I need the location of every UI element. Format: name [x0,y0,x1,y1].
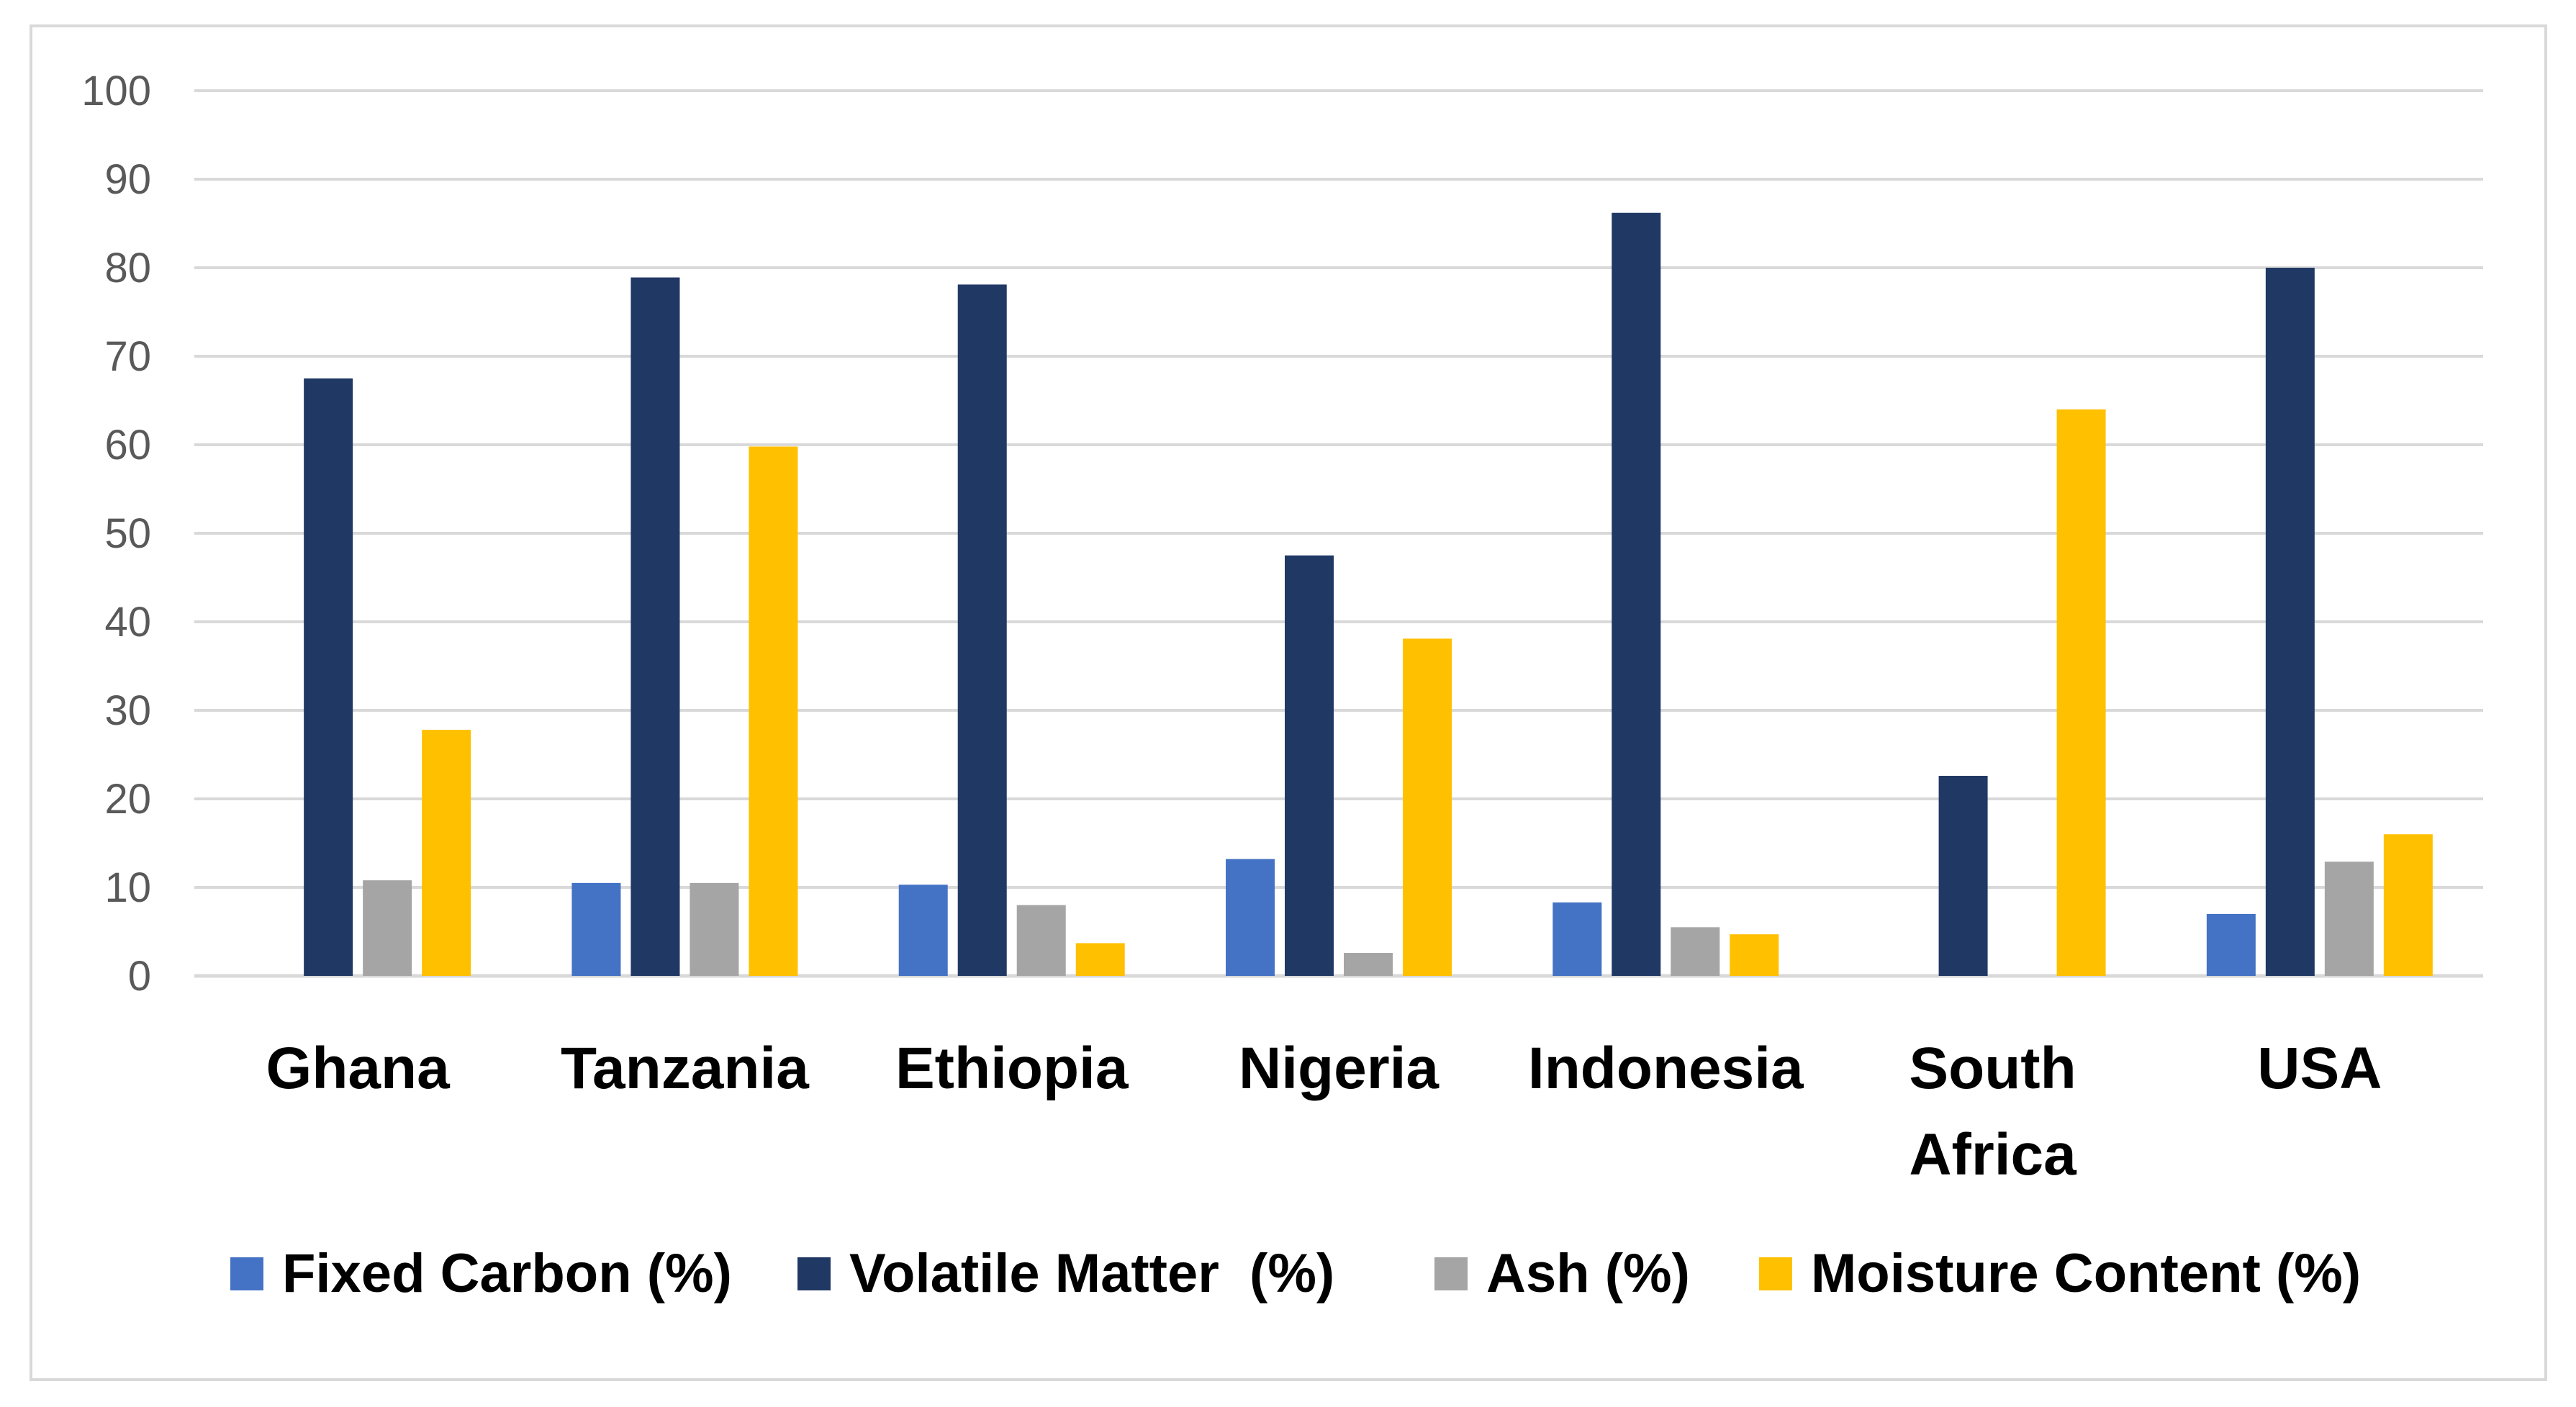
legend-label: Moisture Content (%) [1811,1243,2361,1304]
bar-ash-tanzania [690,882,739,976]
y-tick-label: 90 [104,156,151,203]
y-tick-label: 60 [104,422,151,469]
bar-moisture-content-tanzania [749,446,798,976]
gridlines [194,89,2483,978]
x-tick-label-line: Africa [1909,1122,2077,1187]
bar-fixed-carbon-nigeria [1226,859,1275,976]
bar-ash-usa [2324,861,2374,976]
x-tick-label: Nigeria [1239,1036,1440,1101]
bar-ash-ghana [363,880,412,976]
bar-volatile-matter-south-africa [1938,776,1988,976]
y-axis-ticks: 0 10 20 30 40 50 60 70 80 90 100 [81,68,151,1000]
bar-ash-indonesia [1671,927,1720,976]
bar-volatile-matter-nigeria [1285,555,1334,976]
x-tick-label: Ethiopia [895,1036,1129,1101]
y-tick-label: 0 [128,953,151,1000]
legend-swatch [1759,1257,1792,1290]
y-tick-label: 40 [104,599,151,646]
x-tick-label-line: Tanzania [561,1036,810,1101]
bar-fixed-carbon-ethiopia [898,885,948,976]
x-axis-labels: Ghana Tanzania Ethiopia Nigeria Indonesia Sou… [266,1036,2382,1187]
legend-label: Fixed Carbon (%) [282,1243,732,1304]
bar-volatile-matter-usa [2265,268,2315,976]
x-tick-label: Ghana [266,1036,451,1101]
legend-swatch [797,1257,831,1290]
bar-ash-ethiopia [1016,905,1066,976]
bars [304,212,2433,976]
x-tick-label: USA [2257,1036,2382,1101]
x-tick-label-line: Indonesia [1528,1036,1804,1101]
y-tick-label: 50 [104,510,151,557]
y-tick-label: 30 [104,687,151,734]
bar-moisture-content-ghana [422,730,471,976]
bar-moisture-content-usa [2383,834,2433,976]
y-tick-label: 10 [104,864,151,911]
y-tick-label: 70 [104,333,151,380]
y-tick-label: 100 [81,68,151,114]
bar-fixed-carbon-usa [2206,913,2256,976]
legend-swatch [230,1257,263,1290]
bar-volatile-matter-indonesia [1612,212,1661,976]
legend-label: Volatile Matter (%) [849,1243,1334,1304]
bar-volatile-matter-tanzania [631,277,680,976]
x-tick-label: South Africa [1909,1036,2077,1187]
bar-fixed-carbon-indonesia [1553,902,1602,976]
bar-moisture-content-south-africa [2056,409,2106,976]
x-tick-label: Tanzania [561,1036,810,1101]
bar-moisture-content-indonesia [1730,934,1779,976]
x-tick-label-line: Ghana [266,1036,451,1101]
bar-fixed-carbon-tanzania [571,882,621,976]
x-tick-label-line: South [1909,1036,2076,1101]
legend-swatch [1434,1257,1468,1290]
x-tick-label-line: USA [2257,1036,2382,1101]
x-tick-label: Indonesia [1528,1036,1804,1101]
x-tick-label-line: Nigeria [1239,1036,1440,1101]
bar-volatile-matter-ethiopia [957,284,1007,976]
x-tick-label-line: Ethiopia [895,1036,1129,1101]
y-tick-label: 80 [104,245,151,291]
bar-moisture-content-nigeria [1403,638,1452,976]
y-tick-label: 20 [104,776,151,823]
bar-volatile-matter-ghana [304,378,353,976]
legend: Fixed Carbon (%) Volatile Matter (%) Ash (… [230,1243,2361,1304]
bar-ash-nigeria [1344,953,1393,976]
bar-moisture-content-ethiopia [1075,943,1125,976]
legend-label: Ash (%) [1486,1243,1690,1304]
